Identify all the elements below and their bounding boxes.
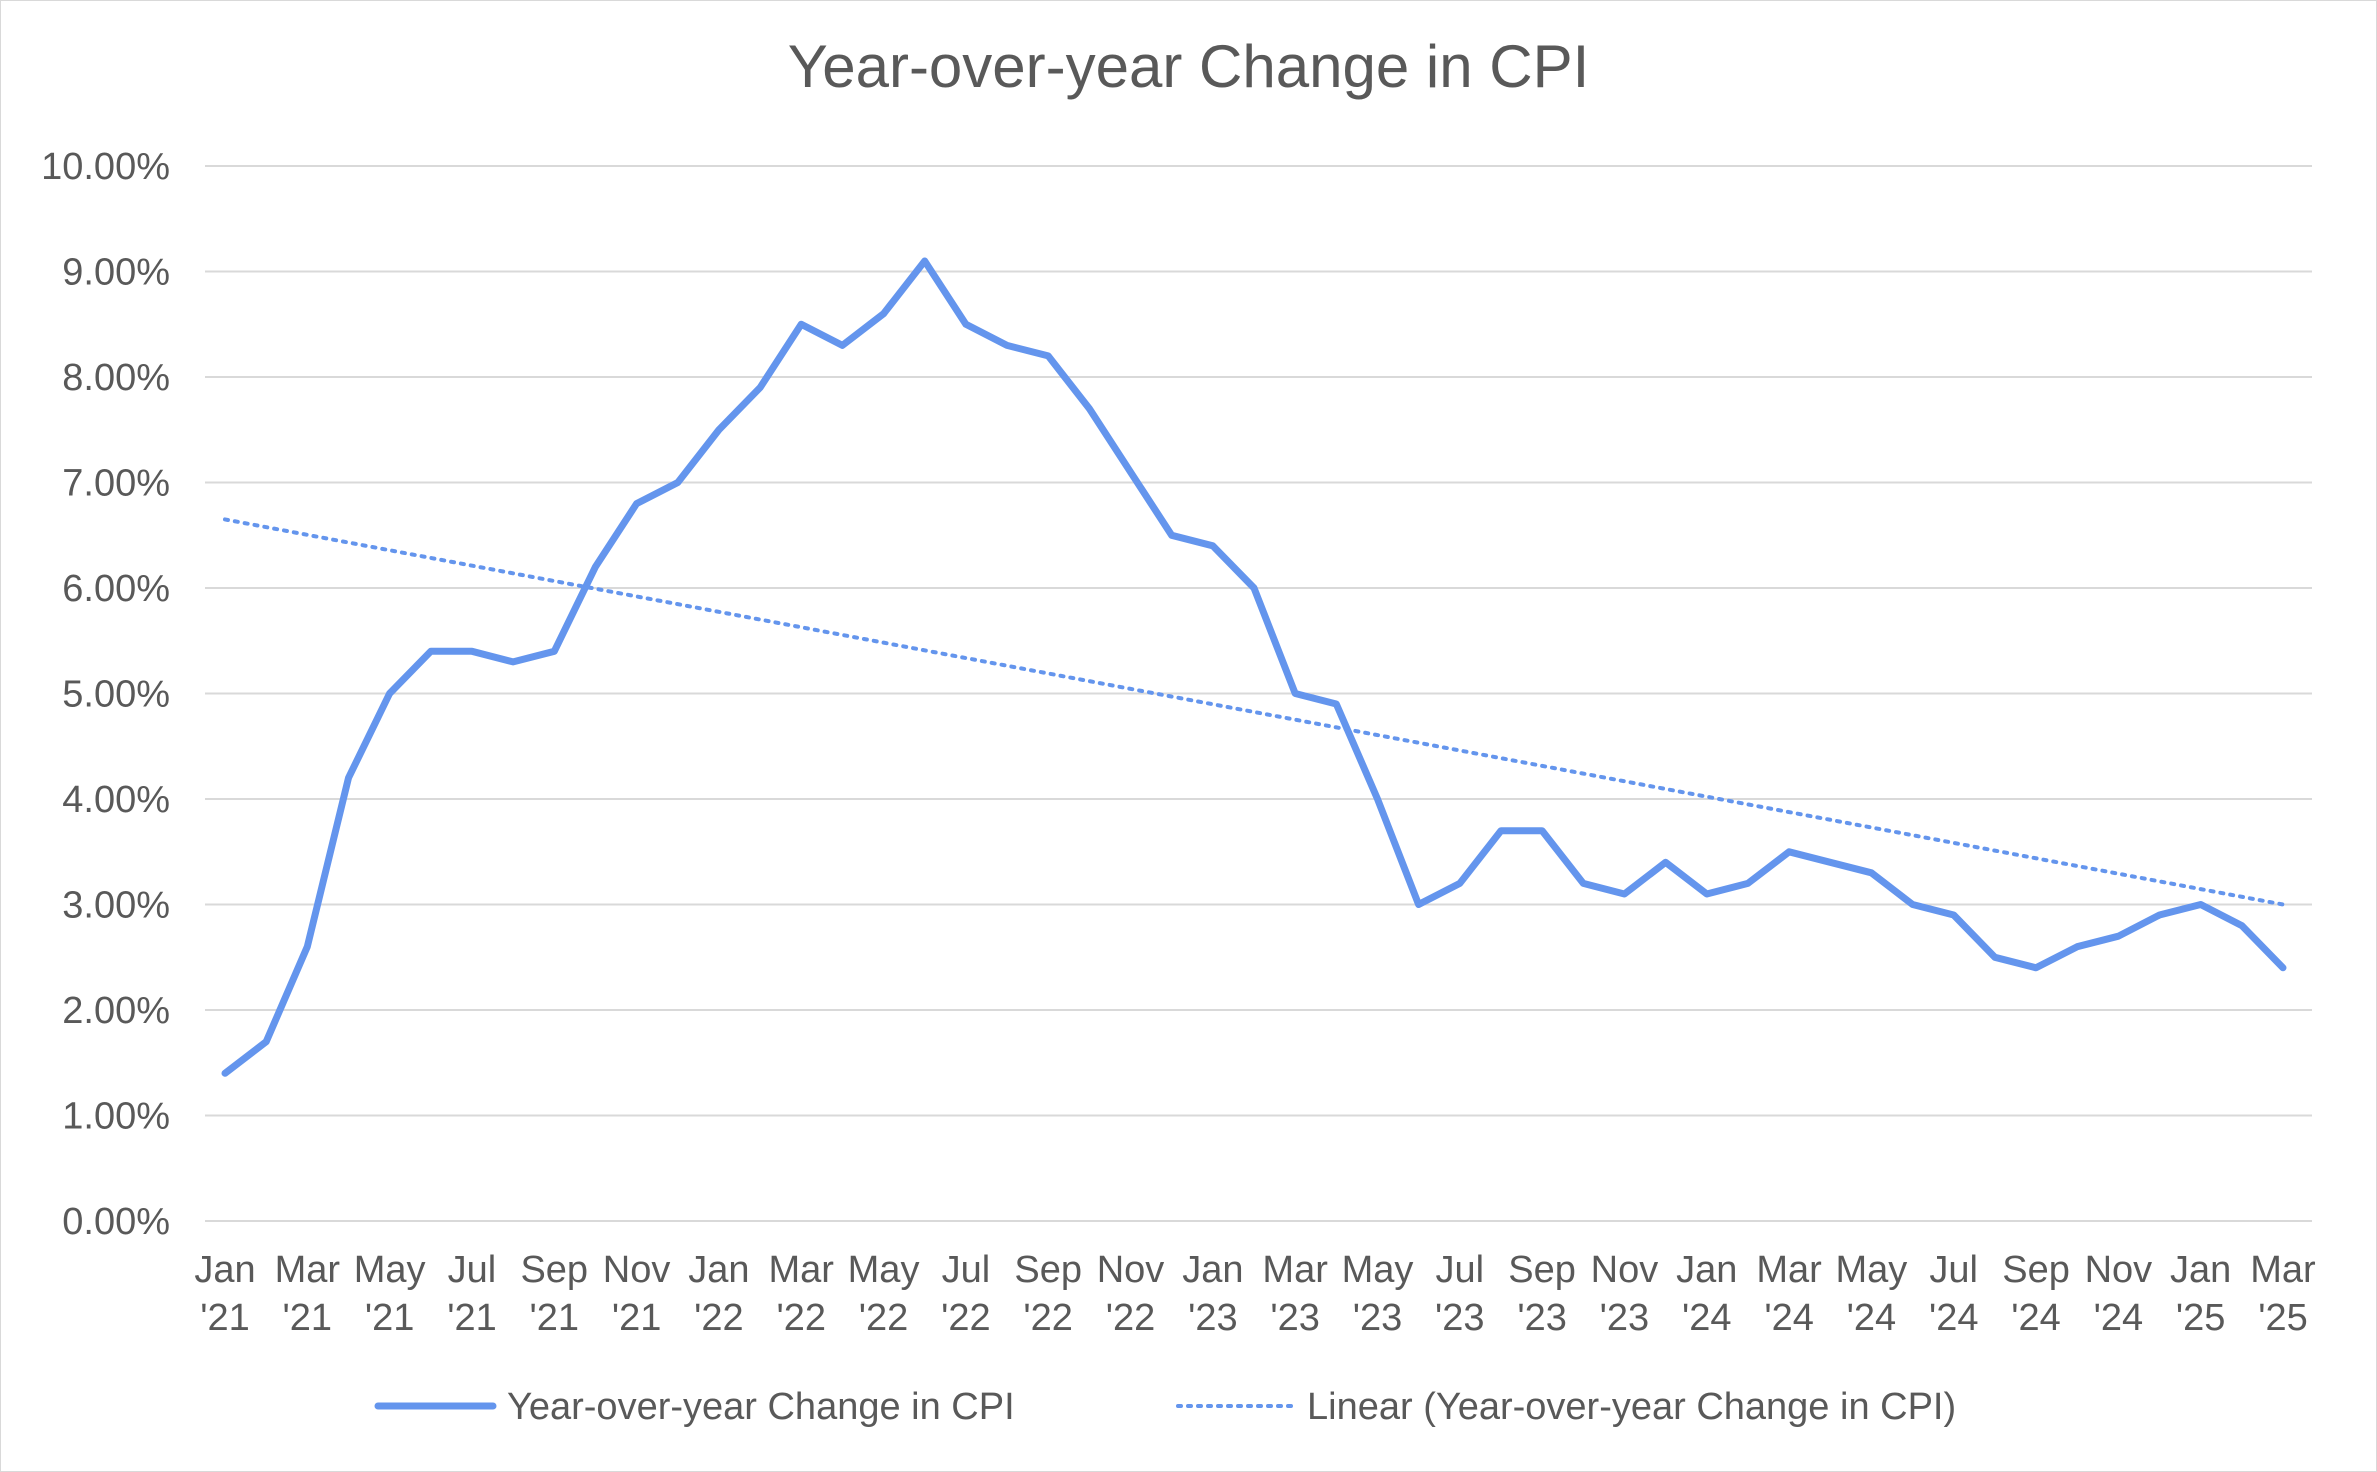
x-tick-label-year: '21	[283, 1297, 333, 1339]
x-tick-label-month: Jan	[688, 1249, 749, 1291]
x-tick-label-year: '21	[612, 1297, 662, 1339]
legend-label-trend: Linear (Year-over-year Change in CPI)	[1307, 1386, 1956, 1428]
x-tick-label-month: Jul	[1436, 1249, 1485, 1291]
x-tick-label-year: '23	[1353, 1297, 1403, 1339]
x-tick-label-year: '22	[776, 1297, 826, 1339]
x-tick-label-month: Nov	[2085, 1249, 2153, 1291]
x-tick-label-month: May	[354, 1249, 426, 1291]
series-line-cpi	[221, 257, 2287, 1077]
y-tick-label: 7.00%	[62, 463, 170, 505]
y-tick-label: 0.00%	[62, 1201, 170, 1243]
x-tick-label-year: '23	[1188, 1297, 1238, 1339]
x-tick-label-month: Mar	[1756, 1249, 1822, 1291]
y-tick-label: 1.00%	[62, 1096, 170, 1138]
x-tick-label-year: '24	[1764, 1297, 1814, 1339]
y-tick-label: 10.00%	[41, 146, 170, 188]
y-tick-label: 4.00%	[62, 779, 170, 821]
y-tick-label: 3.00%	[62, 885, 170, 927]
x-tick-label-month: Sep	[520, 1249, 588, 1291]
x-tick-label-year: '22	[1023, 1297, 1073, 1339]
x-tick-label-year: '23	[1517, 1297, 1567, 1339]
x-tick-label-year: '21	[447, 1297, 497, 1339]
x-tick-label-month: Sep	[2002, 1249, 2070, 1291]
x-tick-label-year: '24	[1847, 1297, 1897, 1339]
x-tick-label-month: Sep	[1508, 1249, 1576, 1291]
x-tick-label-month: Jul	[1929, 1249, 1978, 1291]
x-tick-label-year: '23	[1600, 1297, 1650, 1339]
x-tick-label-month: May	[1836, 1249, 1908, 1291]
y-tick-label: 2.00%	[62, 990, 170, 1032]
x-tick-label-month: Mar	[769, 1249, 835, 1291]
x-tick-label-month: Nov	[1591, 1249, 1659, 1291]
x-tick-label-month: May	[1342, 1249, 1414, 1291]
x-tick-label-year: '22	[941, 1297, 991, 1339]
x-tick-label-month: Mar	[2250, 1249, 2316, 1291]
x-tick-label-year: '23	[1435, 1297, 1485, 1339]
legend-label-cpi: Year-over-year Change in CPI	[507, 1386, 1015, 1428]
x-tick-label-month: Nov	[603, 1249, 671, 1291]
x-tick-label-year: '24	[1682, 1297, 1732, 1339]
y-tick-label: 9.00%	[62, 252, 170, 294]
x-tick-label-year: '24	[2011, 1297, 2061, 1339]
y-tick-label: 8.00%	[62, 357, 170, 399]
x-tick-label-year: '21	[530, 1297, 580, 1339]
x-tick-label-year: '22	[1106, 1297, 1156, 1339]
x-tick-label-month: Mar	[275, 1249, 341, 1291]
x-tick-label-month: Jan	[1182, 1249, 1243, 1291]
series-line-trend	[223, 517, 2285, 907]
x-tick-label-year: '22	[694, 1297, 744, 1339]
x-tick-label-year: '21	[365, 1297, 415, 1339]
x-tick-label-month: May	[848, 1249, 920, 1291]
x-tick-label-month: Sep	[1014, 1249, 1082, 1291]
x-tick-label-month: Jul	[942, 1249, 991, 1291]
y-tick-label: 5.00%	[62, 674, 170, 716]
x-tick-label-month: Jan	[194, 1249, 255, 1291]
x-tick-label-year: '24	[2094, 1297, 2144, 1339]
x-tick-label-year: '23	[1270, 1297, 1320, 1339]
x-tick-label-year: '24	[1929, 1297, 1979, 1339]
x-tick-label-month: Jul	[448, 1249, 497, 1291]
x-tick-label-year: '25	[2258, 1297, 2308, 1339]
x-tick-label-month: Mar	[1262, 1249, 1328, 1291]
x-tick-label-year: '21	[200, 1297, 250, 1339]
x-tick-label-year: '22	[859, 1297, 909, 1339]
x-tick-label-year: '25	[2176, 1297, 2226, 1339]
x-tick-label-month: Jan	[1676, 1249, 1737, 1291]
x-tick-label-month: Jan	[2170, 1249, 2231, 1291]
chart-title: Year-over-year Change in CPI	[787, 33, 1590, 100]
y-tick-label: 6.00%	[62, 568, 170, 610]
x-tick-label-month: Nov	[1097, 1249, 1165, 1291]
